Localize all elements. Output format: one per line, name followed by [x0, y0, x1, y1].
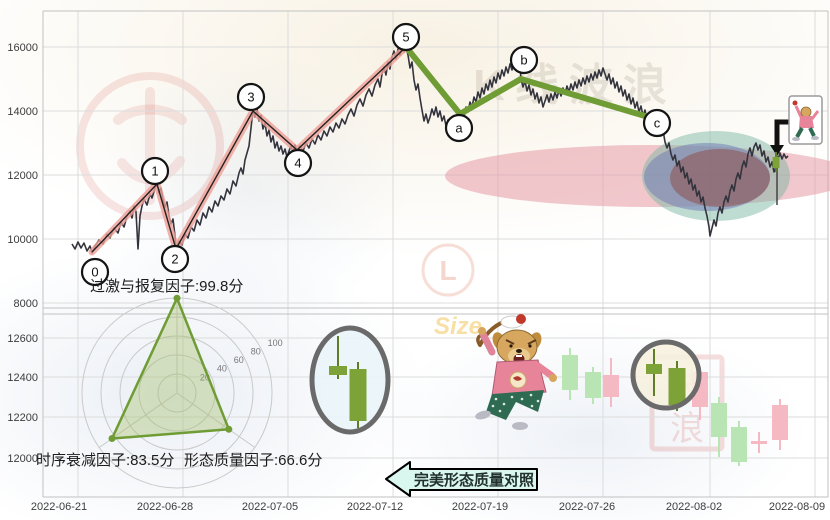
candle-body — [562, 355, 578, 390]
entry-arrow-marker — [770, 119, 789, 205]
wave-point-b: b — [509, 45, 539, 75]
candle-body — [772, 157, 780, 168]
svg-text:b: b — [520, 53, 527, 68]
svg-text:浪: 浪 — [670, 410, 704, 448]
runner-badge[interactable] — [788, 95, 823, 145]
pattern-ring — [630, 339, 702, 411]
correction-wave-line — [403, 44, 658, 122]
factor-score-right: 形态质量因子:66.6分 — [184, 452, 322, 469]
candle-body — [751, 441, 767, 444]
radar-ring-label: 100 — [268, 338, 283, 348]
y-tick-label: 12200 — [7, 412, 38, 424]
y-tick-label: 10000 — [7, 234, 38, 246]
entry-arrow-head — [770, 145, 784, 156]
radar-vertex — [108, 434, 116, 442]
radar-chart: 20 40 60 80 100 — [81, 294, 283, 489]
candle-body — [329, 366, 347, 375]
radar-ring-label: 40 — [217, 364, 227, 374]
candle-body — [585, 372, 601, 398]
wave-point-a: a — [444, 113, 474, 143]
factor-score-left: 时序衰减因子:83.5分 — [36, 452, 174, 469]
x-tick-label: 2022-06-28 — [137, 501, 193, 513]
axis-labels: 1600014000120001000080001260012400122001… — [7, 42, 825, 513]
pattern-circle-group — [309, 325, 702, 435]
x-tick-label: 2022-07-05 — [242, 501, 298, 513]
radar-ring-label: 20 — [200, 372, 210, 382]
y-tick-label: 16000 — [7, 42, 38, 54]
wave-point-1: 1 — [140, 156, 170, 186]
wave-point-c: c — [642, 108, 672, 138]
radar-ring-label: 80 — [251, 346, 261, 356]
candle-body — [603, 375, 619, 397]
radar-vertex — [173, 294, 181, 302]
x-tick-label: 2022-07-19 — [452, 501, 508, 513]
dog-mascot-watermark — [475, 314, 557, 430]
y-tick-label: 12000 — [7, 170, 38, 182]
pattern-highlight — [309, 325, 391, 435]
elliott-wave-group: 0 1 2 3 4 5 a b c — [80, 22, 672, 287]
candle-body — [731, 427, 747, 462]
svg-text:1: 1 — [151, 164, 158, 179]
svg-text:4: 4 — [294, 156, 301, 171]
svg-text:3: 3 — [247, 90, 254, 105]
svg-text:0: 0 — [91, 265, 98, 280]
radar-vertex — [225, 425, 233, 433]
x-tick-label: 2022-08-02 — [666, 501, 722, 513]
factor-score-top: 过激与报复因子:99.8分 — [90, 277, 243, 295]
l-badge-watermark: L · · · · — [421, 243, 475, 300]
runner-flag-icon — [792, 100, 798, 106]
radar-polygon — [110, 296, 231, 440]
y-tick-label: 12400 — [7, 372, 38, 384]
svg-text:c: c — [654, 116, 661, 131]
wave-point-2: 2 — [160, 244, 190, 274]
compare-arrow-button-label: 完美形态质量对照 — [414, 471, 534, 489]
pattern-ring — [309, 325, 391, 435]
highlight-zones — [445, 131, 830, 221]
y-tick-label: 12600 — [7, 333, 38, 345]
entry-arrow-shaft — [774, 119, 789, 145]
wave-point-3: 3 — [236, 82, 266, 112]
candle-body — [646, 364, 662, 374]
y-tick-label: 12000 — [7, 453, 38, 465]
candle-body — [349, 369, 367, 421]
size-text-watermark: Size — [434, 313, 482, 340]
svg-text:· · · ·: · · · · — [440, 293, 455, 300]
compare-arrow-button[interactable]: 完美形态质量对照 — [385, 461, 538, 497]
wave-point-5: 5 — [391, 22, 421, 52]
x-tick-label: 2022-08-09 — [769, 501, 825, 513]
x-tick-label: 2022-07-12 — [347, 501, 403, 513]
x-tick-label: 2022-06-21 — [31, 501, 87, 513]
radar-ring-label: 60 — [234, 355, 244, 365]
svg-text:5: 5 — [402, 30, 409, 45]
radar-spoke — [176, 392, 256, 448]
runner-head-icon — [800, 106, 812, 118]
candlestick-group — [562, 348, 788, 466]
wave-point-4: 4 — [283, 148, 313, 178]
wave-point-0: 0 — [80, 257, 110, 287]
candle-body — [772, 405, 788, 440]
candle-body — [711, 403, 727, 437]
svg-text:a: a — [455, 121, 463, 136]
svg-text:2: 2 — [171, 252, 178, 267]
impulse-wave-line — [91, 46, 407, 253]
x-tick-label: 2022-07-26 — [559, 501, 615, 513]
svg-text:L: L — [439, 255, 456, 286]
y-tick-label: 14000 — [7, 106, 38, 118]
y-tick-label: 8000 — [14, 298, 38, 310]
pattern-highlight — [630, 339, 702, 411]
candle-body — [668, 368, 686, 405]
